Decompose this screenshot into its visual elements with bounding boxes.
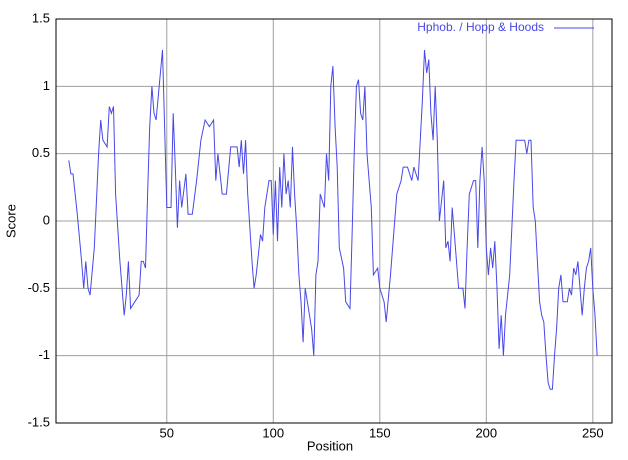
- x-tick-label: 100: [262, 425, 284, 440]
- x-tick-label: 250: [582, 425, 604, 440]
- x-tick-label: 150: [369, 425, 391, 440]
- x-axis-label: Position: [307, 438, 353, 453]
- plot-frame: [55, 18, 613, 424]
- y-tick-label: 0: [43, 212, 50, 227]
- y-tick-label: 1: [43, 78, 50, 93]
- y-tick-label: 1.5: [32, 10, 50, 25]
- x-tick-label: 50: [160, 425, 174, 440]
- y-tick-label: 0.5: [32, 145, 50, 160]
- y-tick-label: -0.5: [28, 280, 50, 295]
- data-line: [68, 49, 598, 390]
- y-axis-label: Score: [3, 204, 18, 238]
- legend-label: Hphob. / Hopp & Hoods: [417, 20, 544, 34]
- x-tick-label: 200: [475, 425, 497, 440]
- y-tick-label: -1.5: [28, 414, 50, 429]
- y-tick-label: -1: [38, 347, 50, 362]
